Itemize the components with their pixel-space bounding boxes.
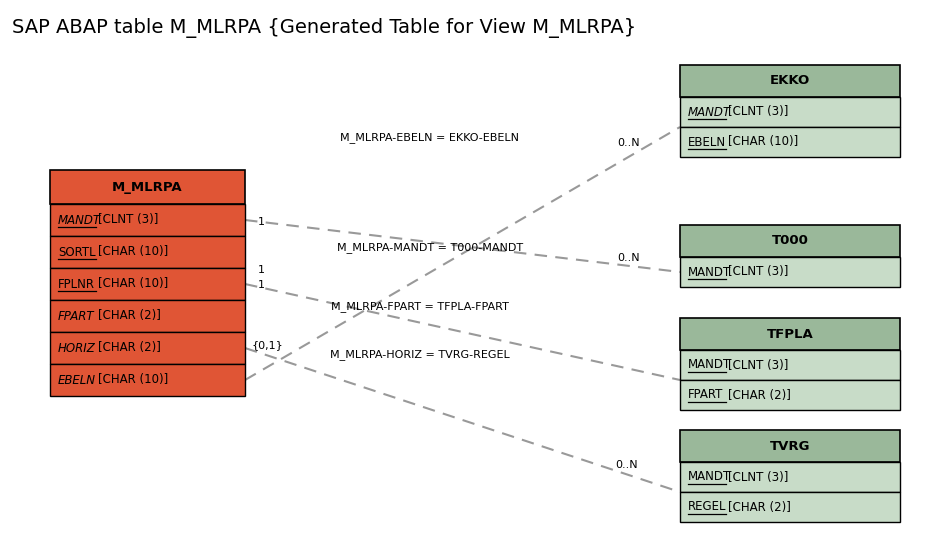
FancyBboxPatch shape: [680, 65, 900, 97]
Text: EKKO: EKKO: [770, 75, 810, 87]
Text: FPART: FPART: [688, 389, 723, 401]
Text: TFPLA: TFPLA: [767, 328, 814, 340]
Text: {0,1}: {0,1}: [252, 340, 283, 350]
Text: 1: 1: [258, 217, 265, 227]
FancyBboxPatch shape: [50, 332, 245, 364]
Text: MANDT: MANDT: [688, 105, 731, 119]
Text: M_MLRPA-FPART = TFPLA-FPART: M_MLRPA-FPART = TFPLA-FPART: [331, 301, 509, 312]
Text: [CHAR (10)]: [CHAR (10)]: [99, 373, 169, 386]
FancyBboxPatch shape: [680, 318, 900, 350]
Text: [CHAR (10)]: [CHAR (10)]: [99, 277, 169, 290]
Text: [CHAR (2)]: [CHAR (2)]: [99, 310, 161, 322]
Text: MANDT: MANDT: [688, 358, 732, 372]
Text: M_MLRPA-HORIZ = TVRG-REGEL: M_MLRPA-HORIZ = TVRG-REGEL: [330, 350, 510, 361]
Text: REGEL: REGEL: [688, 501, 727, 513]
Text: MANDT: MANDT: [688, 470, 732, 484]
FancyBboxPatch shape: [680, 380, 900, 410]
FancyBboxPatch shape: [680, 492, 900, 522]
Text: FPART: FPART: [58, 310, 94, 322]
Text: 0..N: 0..N: [617, 138, 640, 148]
Text: [CHAR (10)]: [CHAR (10)]: [729, 136, 799, 148]
FancyBboxPatch shape: [680, 257, 900, 287]
Text: HORIZ: HORIZ: [58, 341, 96, 355]
Text: [CHAR (2)]: [CHAR (2)]: [99, 341, 161, 355]
Text: [CLNT (3)]: [CLNT (3)]: [729, 358, 788, 372]
Text: 0..N: 0..N: [615, 460, 638, 470]
FancyBboxPatch shape: [50, 364, 245, 396]
Text: 1: 1: [258, 280, 265, 290]
Text: SAP ABAP table M_MLRPA {Generated Table for View M_MLRPA}: SAP ABAP table M_MLRPA {Generated Table …: [12, 18, 637, 38]
Text: 0..N: 0..N: [617, 253, 640, 263]
FancyBboxPatch shape: [680, 225, 900, 257]
FancyBboxPatch shape: [50, 268, 245, 300]
Text: [CLNT (3)]: [CLNT (3)]: [729, 105, 788, 119]
Text: FPLNR: FPLNR: [58, 277, 95, 290]
Text: MANDT: MANDT: [58, 214, 101, 227]
Text: M_MLRPA-MANDT = T000-MANDT: M_MLRPA-MANDT = T000-MANDT: [337, 243, 523, 254]
FancyBboxPatch shape: [680, 462, 900, 492]
Text: EBELN: EBELN: [688, 136, 726, 148]
Text: 1: 1: [258, 265, 265, 275]
Text: [CHAR (2)]: [CHAR (2)]: [729, 389, 791, 401]
Text: T000: T000: [772, 234, 808, 248]
Text: [CLNT (3)]: [CLNT (3)]: [99, 214, 158, 227]
Text: [CLNT (3)]: [CLNT (3)]: [729, 470, 788, 484]
Text: MANDT: MANDT: [688, 266, 732, 278]
Text: SORTL: SORTL: [58, 245, 96, 259]
FancyBboxPatch shape: [50, 300, 245, 332]
Text: M_MLRPA: M_MLRPA: [112, 181, 183, 193]
FancyBboxPatch shape: [680, 97, 900, 127]
Text: [CLNT (3)]: [CLNT (3)]: [729, 266, 788, 278]
Text: EBELN: EBELN: [58, 373, 96, 386]
Text: [CHAR (2)]: [CHAR (2)]: [729, 501, 791, 513]
FancyBboxPatch shape: [680, 350, 900, 380]
Text: M_MLRPA-EBELN = EKKO-EBELN: M_MLRPA-EBELN = EKKO-EBELN: [340, 132, 519, 143]
FancyBboxPatch shape: [50, 236, 245, 268]
Text: TVRG: TVRG: [770, 440, 810, 452]
FancyBboxPatch shape: [50, 204, 245, 236]
FancyBboxPatch shape: [680, 127, 900, 157]
FancyBboxPatch shape: [50, 170, 245, 204]
FancyBboxPatch shape: [680, 430, 900, 462]
Text: [CHAR (10)]: [CHAR (10)]: [99, 245, 169, 259]
